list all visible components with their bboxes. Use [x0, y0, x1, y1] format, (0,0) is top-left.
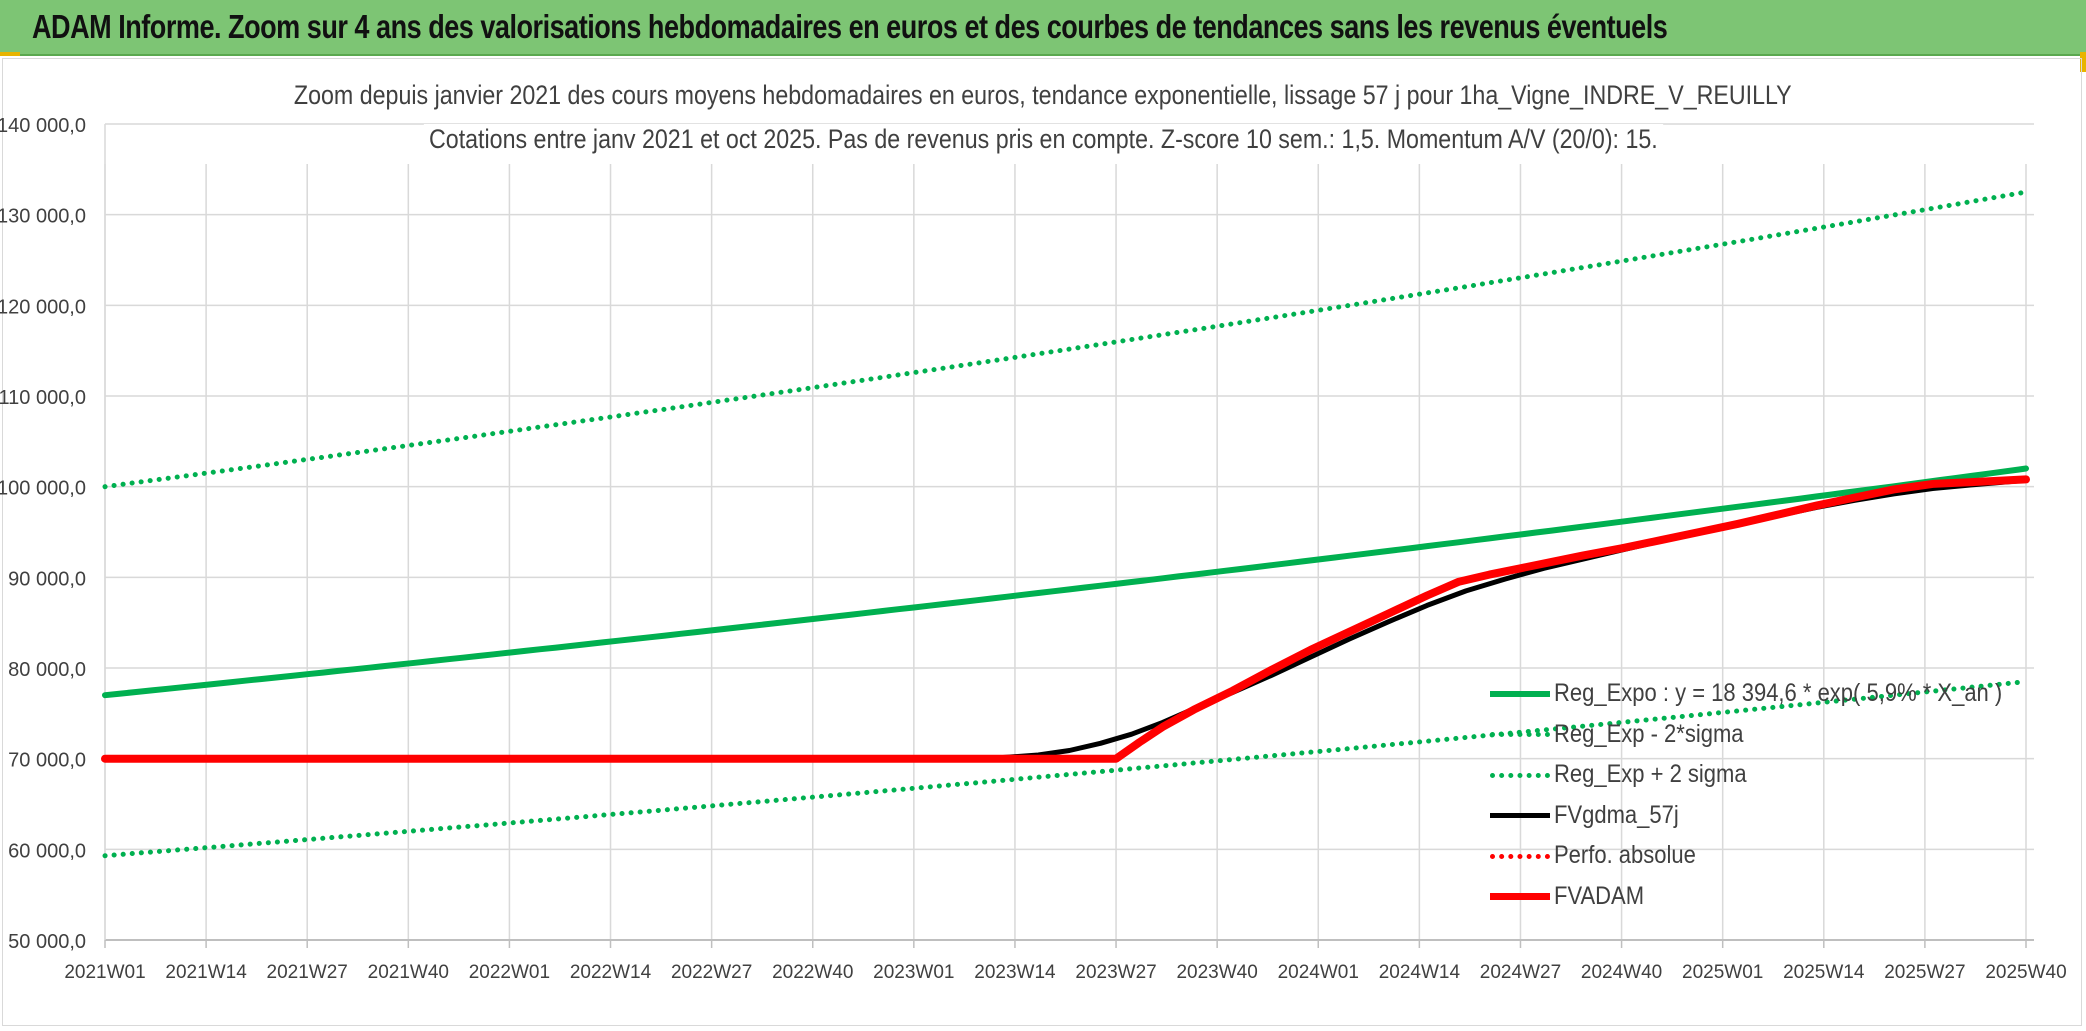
- chart-frame: [2, 58, 2082, 1026]
- x-tick-label: 2024W14: [1379, 962, 1461, 983]
- series-line-0: [102, 465, 2029, 699]
- x-tick-label: 2023W01: [873, 962, 954, 983]
- chart-title-line-2: Cotations entre janv 2021 et oct 2025. P…: [0, 124, 2086, 155]
- y-tick-label: 120 000,0: [0, 296, 86, 318]
- legend-swatch: [1490, 691, 1550, 697]
- x-tick-label: 2021W14: [165, 962, 247, 983]
- x-tick-label: 2023W27: [1075, 962, 1156, 983]
- axis-labels: 50 000,0 60 000,0 70 000,0 80 000,0 90 000,0…: [0, 115, 2067, 983]
- series-line-2: [102, 189, 2029, 490]
- legend-item: Reg_Expo : y = 18 394,6 * exp( 5,9% * X_…: [1490, 676, 2030, 717]
- chart-legend: Reg_Expo : y = 18 394,6 * exp( 5,9% * X_…: [1490, 676, 2030, 919]
- legend-swatch: [1490, 853, 1550, 859]
- x-tick-label: 2023W40: [1176, 962, 1257, 983]
- x-tick-label: 2025W40: [1985, 962, 2066, 983]
- legend-item: Reg_Exp - 2*sigma: [1490, 717, 2030, 758]
- legend-label: Reg_Exp - 2*sigma: [1554, 719, 1744, 748]
- y-tick-label: 130 000,0: [0, 206, 86, 228]
- x-tick-label: 2022W40: [772, 962, 853, 983]
- banner-corner-accent-right: [2080, 52, 2086, 72]
- y-tick-label: 60 000,0: [8, 840, 86, 862]
- y-tick-label: 70 000,0: [8, 750, 86, 772]
- x-tick-label: 2024W01: [1278, 962, 1359, 983]
- x-tick-label: 2021W01: [64, 962, 145, 983]
- series-lines: [101, 189, 2030, 859]
- legend-item: Perfo. absolue: [1490, 838, 2030, 879]
- y-tick-label: 110 000,0: [0, 387, 86, 409]
- legend-label: FVgdma_57j: [1554, 800, 1679, 829]
- x-tick-label: 2022W01: [469, 962, 550, 983]
- x-tick-label: 2024W27: [1480, 962, 1561, 983]
- y-tick-label: 80 000,0: [8, 659, 86, 681]
- series-line-5: [101, 475, 2030, 763]
- x-tick-label: 2025W14: [1783, 962, 1865, 983]
- y-tick-label: 100 000,0: [0, 478, 86, 500]
- x-tick-label: 2022W27: [671, 962, 752, 983]
- legend-swatch: [1490, 893, 1550, 900]
- x-tick-label: 2023W14: [974, 962, 1056, 983]
- legend-swatch: [1490, 732, 1550, 737]
- y-tick-label: 90 000,0: [8, 568, 86, 590]
- x-tick-label: 2021W27: [267, 962, 348, 983]
- x-tick-label: 2024W40: [1581, 962, 1662, 983]
- x-tick-label: 2022W14: [570, 962, 652, 983]
- y-tick-label: 140 000,0: [0, 115, 86, 137]
- x-tick-label: 2021W40: [368, 962, 449, 983]
- legend-label: FVADAM: [1554, 881, 1645, 910]
- banner-corner-accent-left: [0, 52, 20, 56]
- x-tick-label: 2025W01: [1682, 962, 1763, 983]
- y-tick-label: 50 000,0: [8, 931, 86, 953]
- legend-item: FVADAM: [1490, 879, 2030, 920]
- legend-swatch: [1490, 772, 1550, 778]
- x-tick-label: 2025W27: [1884, 962, 1965, 983]
- legend-item: FVgdma_57j: [1490, 798, 2030, 839]
- report-title: ADAM Informe. Zoom sur 4 ans des valoris…: [32, 8, 1668, 45]
- chart-title-line-1: Zoom depuis janvier 2021 des cours moyen…: [0, 80, 2086, 111]
- legend-label: Reg_Exp + 2 sigma: [1554, 760, 1747, 788]
- legend-item: Reg_Exp + 2 sigma: [1490, 757, 2030, 798]
- legend-label: Perfo. absolue: [1554, 841, 1696, 869]
- report-banner: ADAM Informe. Zoom sur 4 ans des valoris…: [0, 0, 2086, 56]
- legend-label: Reg_Expo : y = 18 394,6 * exp( 5,9% * X_…: [1554, 679, 2003, 707]
- legend-swatch: [1490, 813, 1550, 818]
